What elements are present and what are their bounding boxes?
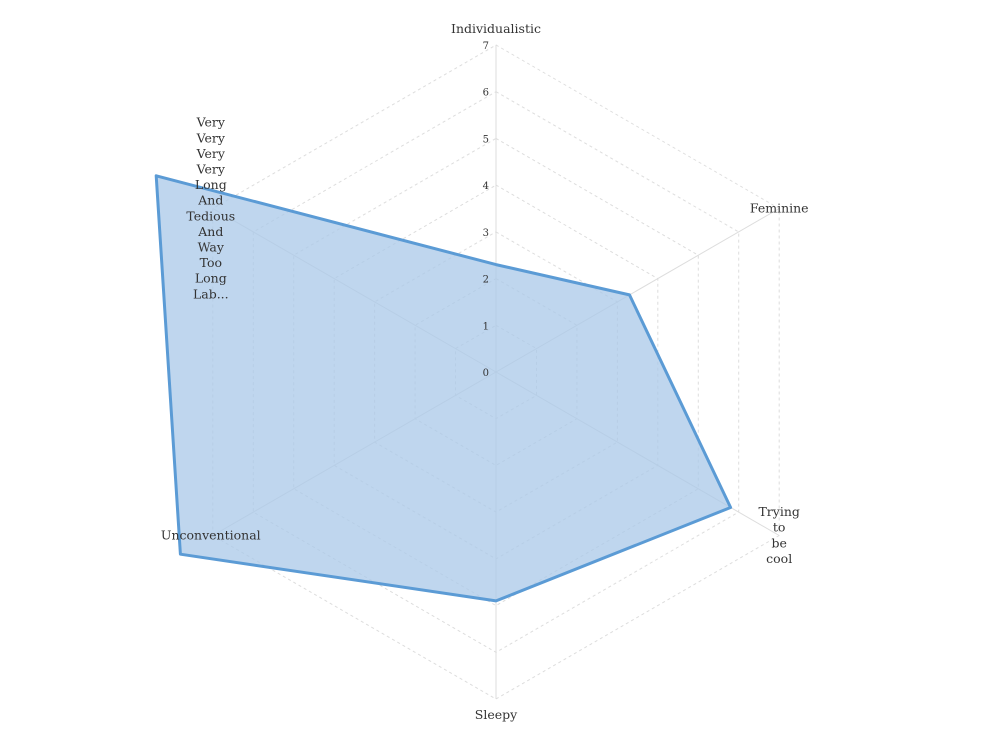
series-layer: [154, 174, 733, 603]
axis-label-line: Sleepy: [475, 707, 518, 722]
radial-tick-label: 1: [483, 321, 489, 332]
axis-label-line: Unconventional: [161, 528, 261, 543]
axis-label: Feminine: [750, 201, 809, 216]
axis-label-line: And: [197, 224, 223, 239]
series-area: [154, 174, 733, 603]
axis-label-line: Long: [195, 177, 227, 192]
axis-label-line: Tedious: [186, 208, 235, 223]
radial-tick-label: 4: [483, 181, 489, 192]
radial-tick-label: 3: [483, 228, 489, 239]
radial-tick-label: 7: [483, 41, 489, 52]
axis-label: Very Very Very Very Long And Tedious And Way Too L…: [186, 115, 235, 302]
axis-label-line: Way: [198, 240, 225, 255]
axis-label-line: Too: [200, 255, 222, 270]
axis-label-line: And: [197, 193, 223, 208]
axis-label: Individualistic: [451, 21, 541, 36]
axis-label-line: Very: [196, 130, 226, 145]
axis-label-line: Long: [195, 271, 227, 286]
radial-tick-label: 6: [483, 88, 489, 99]
axis-label-line: Very: [196, 115, 226, 130]
axis-label-line: cool: [766, 551, 792, 566]
axis-label-line: Individualistic: [451, 21, 541, 36]
radial-tick-label: 5: [483, 134, 489, 145]
axis-label: Sleepy: [475, 707, 518, 722]
axis-label-line: Trying: [758, 504, 799, 519]
axis-label-line: Very: [196, 162, 226, 177]
axis-label: Trying to be cool: [758, 504, 799, 566]
axis-label-line: to: [773, 520, 786, 535]
axis-label-line: Lab...: [193, 286, 229, 301]
axis-label-line: Very: [196, 146, 226, 161]
axis-label-layer: Individualistic Feminine Trying to be cool Sle…: [161, 21, 809, 722]
axis-label: Unconventional: [161, 528, 261, 543]
radial-tick-label: 0: [483, 368, 489, 379]
tick-layer: 0 1 2 3 4 5 6 7: [483, 41, 489, 379]
axis-label-line: be: [771, 535, 786, 550]
axis-label-line: Feminine: [750, 201, 809, 216]
radial-tick-label: 2: [483, 275, 489, 286]
